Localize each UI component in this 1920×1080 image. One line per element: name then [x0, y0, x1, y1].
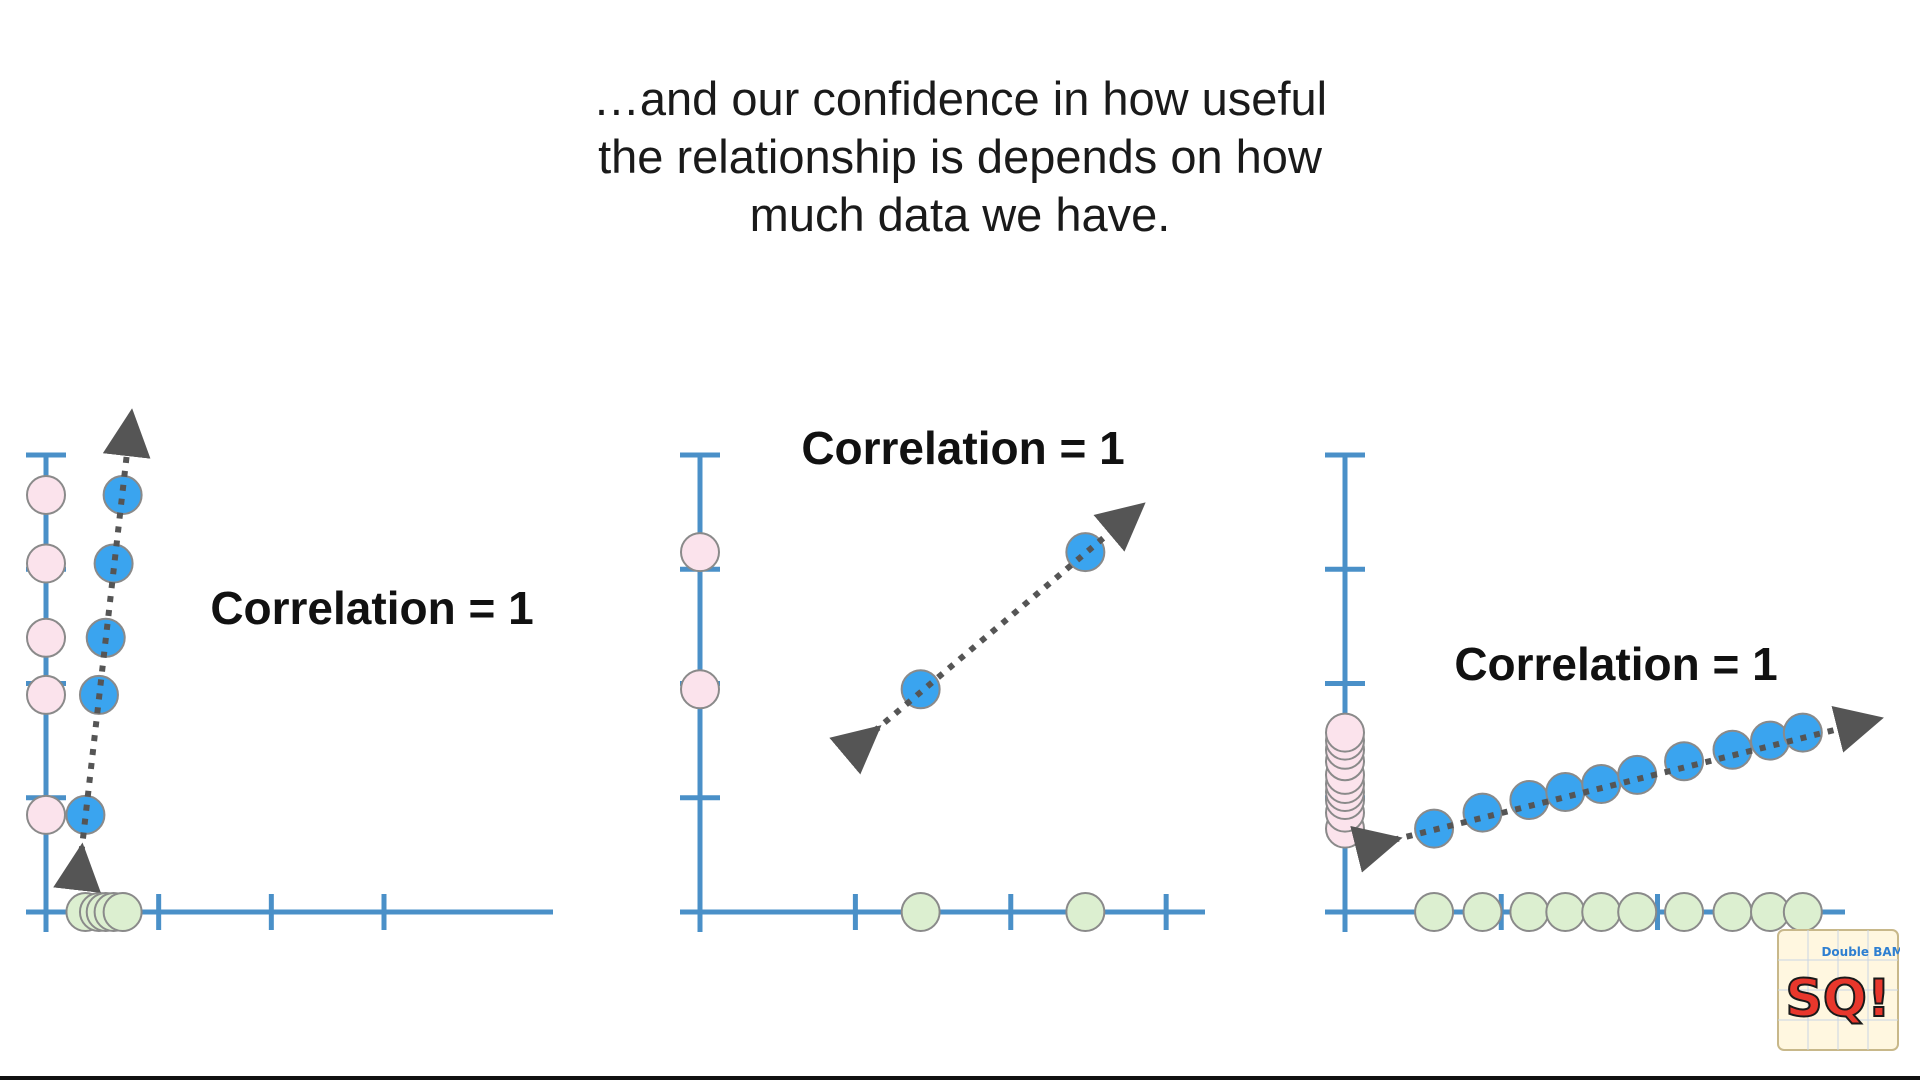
x-projection-point: [900, 892, 941, 932]
scatter-chart-1: Correlation = 1: [26, 408, 553, 932]
data-point: [1750, 720, 1790, 761]
x-projection-point: [1509, 892, 1550, 932]
y-projection-point: [26, 617, 66, 658]
logo-main-text: SQ!: [1785, 969, 1890, 1029]
caption-line-1: …and our confidence in how useful: [592, 72, 1328, 125]
scatter-chart-3: Correlation = 1: [1325, 452, 1884, 932]
y-projection-point: [1325, 712, 1365, 753]
data-point: [1617, 754, 1658, 795]
y-projection-point: [26, 794, 66, 835]
x-projection-point: [1414, 892, 1455, 932]
x-projection-point: [1664, 892, 1705, 932]
data-point: [1462, 792, 1503, 833]
x-projection-point: [1462, 892, 1503, 932]
data-point: [1664, 741, 1705, 782]
data-point: [1545, 772, 1586, 813]
y-projection-point: [680, 669, 720, 710]
charts-layer: Correlation = 1 Correlation = 1 Correlatio…: [26, 408, 1884, 932]
y-projection-point: [26, 674, 66, 715]
x-projection-point: [1065, 892, 1106, 932]
scatter-chart-2: Correlation = 1: [680, 422, 1205, 932]
caption-line-2: the relationship is depends on how: [598, 130, 1322, 183]
data-point: [102, 474, 143, 515]
y-projection-point: [26, 474, 66, 515]
x-projection-point: [1712, 892, 1753, 932]
bottom-bar: [0, 1076, 1920, 1080]
statquest-logo-icon: SQ! Double BAM!!: [1777, 929, 1900, 1051]
x-projection-point: [1617, 892, 1658, 932]
y-projection-point: [26, 543, 66, 584]
data-point: [65, 794, 106, 835]
trend-line: [829, 502, 1146, 775]
correlation-label: Correlation = 1: [801, 422, 1124, 474]
x-projection-point: [102, 892, 143, 932]
data-point: [93, 543, 134, 584]
x-projection-point: [1581, 892, 1622, 932]
correlation-label: Correlation = 1: [1454, 638, 1777, 690]
caption-line-3: much data we have.: [749, 188, 1171, 241]
trend-line: [53, 408, 151, 893]
slide-caption: …and our confidence in how useful the re…: [460, 70, 1460, 244]
y-projection-point: [680, 532, 720, 573]
x-projection-point: [1782, 892, 1823, 932]
logo-badge-text: Double BAM!!: [1821, 945, 1900, 959]
correlation-label: Correlation = 1: [210, 582, 533, 634]
x-projection-point: [1545, 892, 1586, 932]
